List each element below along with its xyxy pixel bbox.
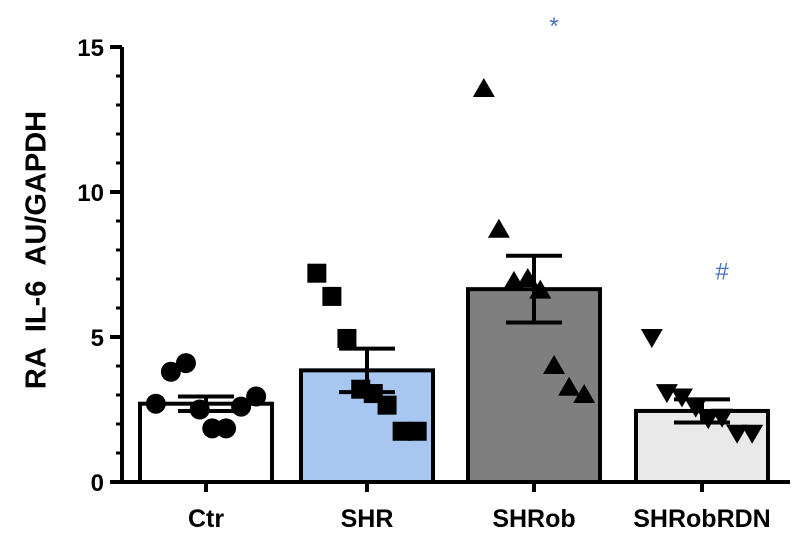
y-tick-label-15: 15	[77, 35, 104, 62]
y-tick-label-5: 5	[91, 325, 104, 352]
y-tick-label-0: 0	[91, 470, 104, 497]
significance-asterisk: *	[549, 13, 558, 40]
point-shrobrdn	[741, 424, 764, 444]
point-shrob	[516, 268, 539, 287]
point-ctr	[246, 386, 267, 407]
bar-shrobrdn	[634, 408, 770, 485]
y-tick-label-10: 10	[77, 180, 104, 207]
point-ctr	[175, 353, 196, 374]
point-shrobrdn	[684, 398, 707, 418]
x-tick-label-ctr: Ctr	[188, 505, 224, 533]
point-shrob	[558, 376, 581, 396]
point-shr	[392, 421, 412, 441]
point-shr	[322, 286, 342, 306]
point-ctr	[189, 399, 210, 420]
x-tick-label-shrobrdn: SHRobRDN	[633, 505, 771, 533]
axes-layer	[110, 45, 790, 492]
point-shr	[377, 395, 397, 415]
point-shrob	[543, 355, 566, 374]
point-shr	[337, 328, 357, 348]
point-shrob	[487, 218, 510, 238]
x-tick-label-shr: SHR	[341, 505, 394, 533]
point-shrob	[529, 279, 552, 299]
x-tick-label-shrob: SHRob	[492, 505, 575, 533]
point-shrobrdn	[697, 410, 720, 430]
significance-hash: #	[715, 258, 729, 285]
point-shr	[307, 263, 327, 283]
point-ctr	[145, 393, 166, 414]
labels-layer: 0 5 10 15 Ctr SHR SHRob SHRobRDN * #	[77, 13, 770, 533]
points-layer	[145, 78, 764, 444]
point-ctr	[202, 418, 223, 439]
point-shrobrdn	[726, 424, 749, 444]
point-shrobrdn	[711, 408, 734, 428]
point-shrobrdn	[640, 329, 663, 348]
point-ctr	[216, 418, 237, 439]
point-shrobrdn	[670, 388, 693, 408]
point-shrob	[573, 384, 596, 403]
point-ctr	[160, 361, 181, 382]
point-ctr	[231, 396, 252, 417]
point-shr	[407, 421, 427, 441]
point-shrob	[472, 78, 495, 98]
